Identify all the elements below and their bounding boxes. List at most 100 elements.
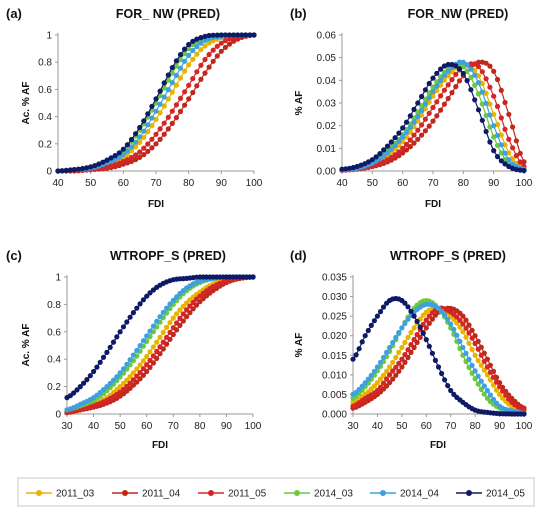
data-point (442, 312, 448, 318)
legend-label: 2014_04 (400, 489, 439, 500)
data-point (110, 339, 117, 345)
data-point (235, 32, 241, 38)
data-point (411, 313, 417, 319)
data-point (426, 123, 432, 129)
data-point (104, 384, 110, 390)
data-point (384, 150, 391, 156)
data-point (157, 344, 163, 350)
data-point (487, 112, 493, 118)
data-point (149, 115, 155, 121)
data-point (469, 346, 475, 353)
data-point (173, 72, 179, 78)
data-point (478, 386, 484, 392)
data-point (161, 80, 167, 86)
data-point (472, 352, 478, 358)
data-point (517, 150, 523, 156)
y-tick-label: 0.8 (47, 300, 61, 311)
data-point (169, 70, 175, 76)
data-point (377, 359, 384, 365)
data-point (506, 396, 512, 402)
data-point (177, 95, 184, 101)
data-point (445, 316, 451, 322)
data-point (157, 110, 163, 116)
x-tick-label: 50 (367, 178, 379, 189)
legend-swatch-marker (294, 490, 300, 496)
x-tick-label: 80 (458, 178, 470, 189)
data-point (415, 100, 421, 106)
data-point (250, 274, 256, 280)
data-point (180, 311, 186, 317)
data-point (170, 297, 176, 303)
data-point (449, 77, 455, 83)
data-point (202, 33, 208, 40)
data-point (165, 87, 171, 93)
data-point (475, 64, 482, 70)
data-point (137, 343, 143, 349)
data-point (426, 95, 432, 101)
data-point (177, 290, 183, 297)
data-point (362, 380, 368, 386)
data-point (147, 328, 153, 334)
data-point (419, 122, 425, 128)
legend-box (17, 477, 535, 507)
data-point (71, 167, 77, 173)
data-point (169, 89, 175, 95)
chart-title: WTROPF_S (PRED) (390, 249, 506, 263)
data-point (130, 377, 136, 383)
data-point (374, 364, 380, 370)
data-point (487, 392, 493, 398)
y-tick-label: 0.005 (322, 390, 347, 401)
data-point (493, 379, 500, 385)
data-point (449, 69, 455, 75)
data-point (160, 339, 166, 345)
data-point (411, 140, 417, 146)
data-point (161, 120, 167, 126)
data-point (137, 370, 143, 376)
data-point (353, 352, 359, 358)
data-point (190, 56, 196, 62)
data-point (405, 316, 411, 322)
data-point (441, 77, 447, 83)
data-point (149, 123, 155, 129)
legend-item-2011_03: 2011_03 (26, 489, 95, 500)
data-point (169, 120, 175, 126)
data-point (453, 63, 459, 69)
data-point (414, 318, 420, 324)
data-point (466, 356, 472, 362)
data-point (414, 332, 420, 338)
data-point (206, 32, 212, 39)
y-tick-label: 0.02 (317, 121, 337, 132)
data-point (521, 159, 527, 165)
data-point (133, 139, 139, 145)
data-point (161, 103, 167, 109)
data-point (453, 71, 459, 77)
data-point (182, 51, 188, 57)
data-point (481, 391, 487, 397)
data-point (190, 47, 196, 54)
data-point (165, 77, 171, 83)
data-point (218, 32, 224, 38)
data-point (127, 314, 133, 320)
data-point (112, 156, 118, 163)
data-point (445, 383, 451, 389)
data-point (174, 294, 180, 300)
data-point (231, 38, 237, 44)
data-point (426, 110, 432, 116)
data-point (177, 315, 183, 321)
data-point (491, 123, 497, 129)
data-point (384, 157, 391, 163)
data-point (384, 368, 390, 374)
data-point (343, 166, 349, 172)
data-point (182, 46, 188, 52)
data-point (434, 99, 440, 105)
data-point (419, 108, 425, 114)
x-tick-label: 80 (183, 178, 195, 189)
data-point (517, 167, 523, 173)
x-axis-label: FDI (152, 440, 168, 451)
data-point (96, 161, 102, 167)
data-point (392, 135, 398, 141)
y-tick-label: 0.00 (317, 167, 337, 178)
data-point (137, 139, 143, 145)
data-point (194, 83, 200, 89)
data-point (63, 167, 69, 174)
